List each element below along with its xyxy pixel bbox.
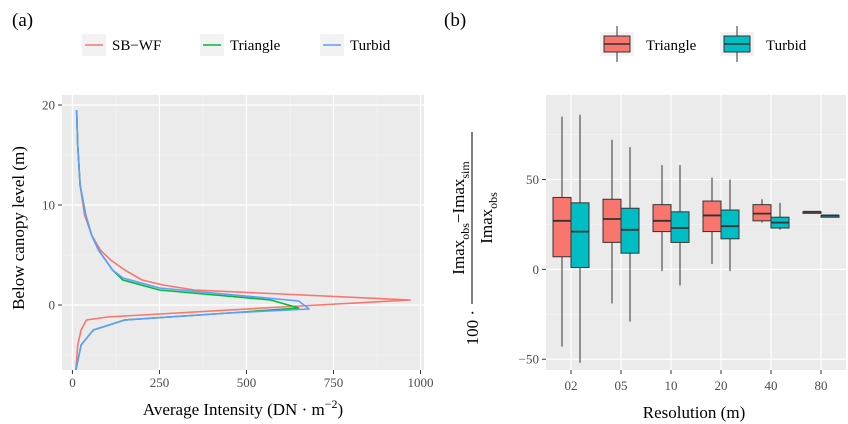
y-tick-label-a: 0 — [49, 298, 56, 313]
panel-a-chart: SB−WF Triangle Turbid 0 250 500 750 1000 0 10… — [9, 34, 434, 419]
box — [652, 204, 672, 233]
plot-area-b — [546, 95, 846, 370]
y-label-prefix: 100 · — [463, 310, 482, 345]
legend-label-turbid-b: Turbid — [766, 38, 807, 54]
boxplot-turbid — [670, 165, 690, 286]
legend-label-turbid: Turbid — [350, 38, 391, 54]
boxplot-triangle — [802, 210, 822, 214]
y-axis-label-a: Below canopy level (m) — [9, 146, 28, 310]
x-tick-label-b: 02 — [565, 378, 578, 393]
boxplots-b — [552, 114, 840, 363]
series-lines-a — [75, 109, 411, 371]
legend-a: SB−WF Triangle Turbid — [82, 34, 391, 56]
panel-a-label: (a) — [12, 10, 33, 31]
x-tick-label-b: 20 — [715, 378, 728, 393]
box — [552, 196, 572, 258]
boxplot-triangle — [552, 116, 572, 347]
box — [720, 209, 740, 240]
boxplot-turbid — [820, 214, 840, 218]
panel-b-chart: Triangle Turbid 02 05 10 20 40 80 −50 0 50 Reso… — [449, 26, 846, 422]
boxplot-triangle — [652, 165, 672, 272]
y-tick-label-b: −50 — [519, 352, 539, 367]
x-ticks-b: 02 05 10 20 40 80 — [565, 370, 828, 393]
boxplot-turbid — [620, 147, 640, 322]
boxplot-turbid — [720, 179, 740, 272]
y-tick-label-b: 0 — [533, 262, 540, 277]
y-tick-label-a: 10 — [42, 198, 55, 213]
y-tick-label-a: 20 — [42, 98, 55, 113]
x-tick-label-a: 250 — [150, 375, 170, 390]
x-tick-label-a: 0 — [69, 375, 76, 390]
y-label-denominator: Imaxobs — [477, 192, 500, 244]
legend-label-triangle: Triangle — [230, 38, 281, 54]
series-line-turbid — [75, 109, 310, 371]
series-line-sbwf — [75, 109, 411, 371]
box — [570, 202, 590, 269]
plot-area-a — [62, 95, 424, 370]
boxplot-triangle — [702, 177, 722, 264]
legend-label-triangle-b: Triangle — [646, 38, 697, 54]
y-ticks-b: −50 0 50 — [519, 172, 546, 367]
y-axis-label-b: 100 · Imaxobs−Imaxsim Imaxobs — [449, 132, 500, 345]
x-tick-label-a: 750 — [324, 375, 344, 390]
x-ticks-a: 0 250 500 750 1000 — [69, 370, 434, 390]
x-tick-label-b: 05 — [615, 378, 628, 393]
x-axis-label-a: Average Intensity (DN · m−2) — [143, 397, 343, 419]
boxplot-turbid — [570, 114, 590, 363]
x-tick-label-b: 40 — [765, 378, 778, 393]
y-label-numerator: Imaxobs−Imaxsim — [449, 161, 472, 275]
y-ticks-a: 0 10 20 — [42, 98, 62, 313]
x-tick-label-a: 1000 — [408, 375, 434, 390]
x-tick-label-a: 500 — [237, 375, 257, 390]
x-axis-label-b: Resolution (m) — [643, 403, 745, 422]
grid-a — [62, 95, 424, 370]
legend-b: Triangle Turbid — [600, 26, 807, 62]
box — [602, 198, 622, 243]
y-tick-label-b: 50 — [526, 172, 539, 187]
boxplot-turbid — [770, 202, 790, 230]
x-tick-label-b: 80 — [815, 378, 828, 393]
x-tick-label-b: 10 — [665, 378, 678, 393]
panel-b-label: (b) — [444, 10, 466, 31]
boxplot-triangle — [752, 199, 772, 223]
legend-label-sbwf: SB−WF — [112, 38, 161, 54]
